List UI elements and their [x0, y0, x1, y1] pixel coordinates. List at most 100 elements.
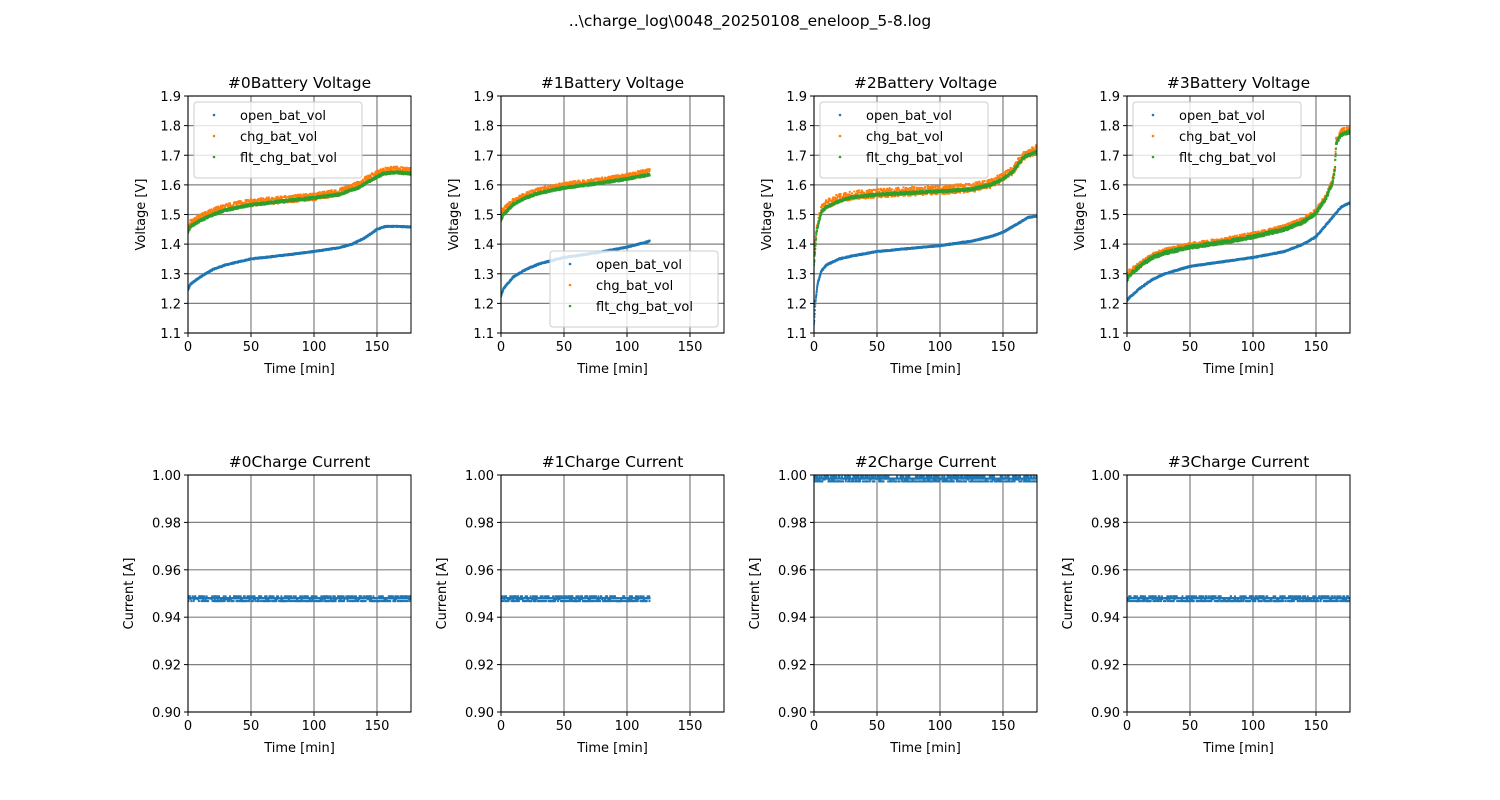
data-point [346, 187, 349, 190]
data-point [377, 169, 380, 172]
data-point [333, 189, 336, 192]
data-point [298, 195, 301, 198]
data-point [237, 202, 240, 205]
data-point [316, 191, 319, 194]
data-point [607, 175, 610, 178]
data-point [338, 191, 341, 194]
data-point [314, 192, 317, 195]
data-point [389, 168, 392, 171]
data-point [547, 186, 550, 189]
data-point [204, 213, 207, 216]
data-point [277, 198, 280, 201]
y-tick-label: 1.8 [473, 120, 494, 135]
data-point [399, 167, 402, 170]
data-point [510, 206, 513, 209]
data-point [209, 210, 212, 213]
data-point [577, 180, 580, 183]
x-tick-label: 0 [497, 340, 505, 355]
data-point [239, 202, 242, 205]
y-tick-label: 1.7 [160, 149, 181, 164]
data-point [543, 188, 546, 191]
data-point [614, 177, 617, 180]
data-point [330, 189, 333, 192]
series-flt-chg-bat-vol [501, 172, 651, 222]
data-point [503, 209, 506, 212]
data-point [327, 195, 330, 198]
data-point [364, 176, 367, 179]
data-point [219, 208, 222, 211]
data-point [239, 200, 242, 203]
data-point [346, 191, 349, 194]
data-point [375, 170, 378, 173]
legend-label: chg_bat_vol [240, 130, 317, 145]
data-point [544, 187, 547, 190]
data-point [379, 168, 382, 171]
data-point [260, 199, 263, 202]
data-point [292, 200, 295, 203]
data-point [549, 185, 552, 188]
data-point [302, 193, 305, 196]
data-point [623, 174, 626, 177]
data-point [286, 196, 289, 199]
data-point [381, 168, 384, 171]
data-point [370, 179, 373, 182]
data-point [290, 196, 293, 199]
data-point [352, 183, 355, 186]
data-point [326, 195, 329, 198]
data-point [578, 180, 581, 183]
data-point [232, 204, 235, 207]
data-point [325, 191, 328, 194]
data-point [238, 200, 241, 203]
data-point [386, 169, 389, 172]
data-point [384, 166, 387, 169]
data-point [534, 190, 537, 193]
data-point [189, 222, 192, 225]
data-point [220, 211, 223, 214]
data-point [199, 216, 202, 219]
data-point [571, 181, 574, 184]
data-point [502, 210, 505, 213]
data-point [201, 212, 204, 215]
data-point [275, 196, 278, 199]
data-point [517, 197, 520, 200]
data-point [297, 193, 300, 196]
data-point [321, 190, 324, 193]
y-tick-label: 1.4 [160, 238, 181, 253]
data-point [290, 194, 293, 197]
data-point [510, 202, 513, 205]
data-point [243, 202, 246, 205]
data-point [372, 178, 375, 181]
y-tick-label: 1.1 [160, 327, 181, 342]
data-point [343, 186, 346, 189]
data-point [296, 200, 299, 203]
data-point [204, 212, 207, 215]
data-point [556, 185, 559, 188]
data-point [280, 197, 283, 200]
data-point [217, 205, 220, 208]
data-point [541, 186, 544, 189]
data-point [198, 217, 201, 220]
data-point [615, 176, 618, 179]
data-point [203, 214, 206, 217]
data-point [644, 169, 647, 172]
data-point [355, 184, 358, 187]
data-point [532, 190, 535, 193]
data-point [354, 184, 357, 187]
data-point [315, 197, 318, 200]
data-point [539, 193, 542, 196]
data-point [210, 210, 213, 213]
data-point [407, 167, 410, 170]
y-tick-label: 1.8 [160, 120, 181, 135]
data-point [341, 188, 344, 191]
data-point [643, 171, 646, 174]
data-point [512, 200, 515, 203]
data-point [505, 204, 508, 207]
data-point [507, 209, 510, 212]
data-point [607, 178, 610, 181]
data-point [319, 191, 322, 194]
data-point [547, 187, 550, 190]
legend-frame [193, 101, 363, 179]
data-point [644, 168, 647, 171]
data-point [302, 194, 305, 197]
